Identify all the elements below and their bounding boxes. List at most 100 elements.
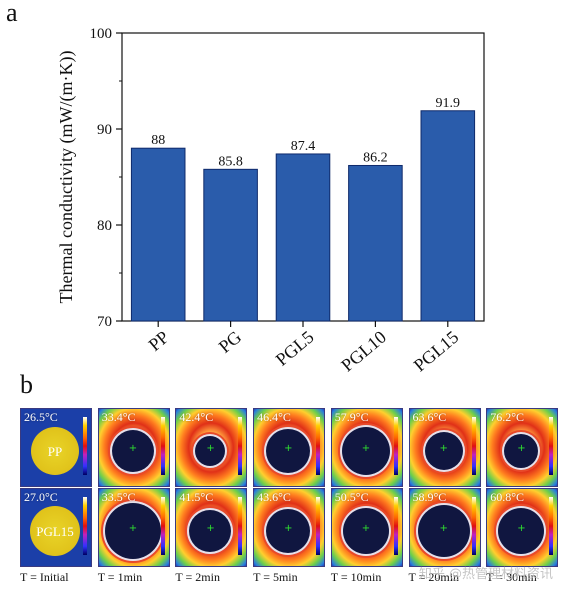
x-tick-label: PG [215,327,245,357]
crosshair-icon: + [206,523,215,534]
temperature-readout: 43.6°C [257,490,291,504]
x-tick-label: PGL10 [337,327,390,376]
temperature-readout: 60.8°C [490,490,524,504]
sample-spot [498,508,545,554]
sample-spot [195,436,226,466]
time-label: T = 30min [486,570,537,584]
panel-a-label: a [6,0,18,27]
temperature-readout: 33.4°C [101,410,136,424]
time-label: T = 1min [97,570,143,584]
sample-label: PGL15 [36,524,74,539]
bar-pgl5 [275,153,331,322]
color-scale-bar [83,417,87,475]
sample-spot [189,510,232,552]
crosshair-icon: + [517,523,526,534]
x-tick-label: PGL5 [272,327,318,370]
x-tick-label: PGL15 [410,327,463,376]
color-scale-bar [83,497,87,555]
temperature-readout: 26.5°C [24,410,58,424]
bar-value-label: 91.9 [436,96,461,111]
sample-spot [266,509,311,553]
color-scale-bar [393,497,398,555]
sample-spot [31,427,79,475]
crosshair-icon: + [206,443,215,454]
panel-b-label: b [20,370,33,399]
temperature-readout: 27.0°C [24,490,58,504]
thermal-image: 42.4°C + [175,408,248,487]
temperature-readout: 42.4°C [179,410,214,424]
y-tick-label: 70 [97,314,112,330]
temperature-readout: 41.5°C [179,490,214,504]
thermal-image: 57.9°C + [330,408,403,487]
thermal-image: 26.5°C PP [20,408,92,487]
thermal-image: 50.5°C + [330,488,403,567]
time-label: T = 5min [253,570,298,584]
thermal-image: 41.5°C + [175,488,248,567]
color-scale-bar [471,497,476,555]
crosshair-icon: + [439,523,448,534]
color-scale-bar [160,417,165,475]
thermal-image: 33.4°C + [97,408,170,487]
thermal-image: 76.2°C + [486,408,559,487]
time-label: T = Initial [20,570,69,584]
temperature-readout: 50.5°C [334,490,369,504]
sample-spot [417,505,470,557]
thermal-image: 43.6°C + [253,488,326,567]
sample-spot [341,427,390,475]
time-label: T = 10min [330,570,382,584]
bar-value-label: 87.4 [291,139,316,154]
thermal-image: 63.6°C + [408,408,481,487]
thermal-conductivity-bar-chart: 70 80 90 100 Thermal conductivity (mW/(m·K))… [56,26,485,376]
time-label: T = 20min [408,570,460,584]
color-scale-bar [393,417,398,475]
thermal-image: 58.9°C + [408,488,481,567]
y-tick-label: 80 [97,218,112,234]
time-label: T = 2min [175,570,220,584]
crosshair-icon: + [361,523,371,534]
thermal-image: 46.4°C + [253,408,326,487]
color-scale-bar [471,417,476,475]
crosshair-icon: + [284,523,293,534]
temperature-readout: 33.5°C [101,490,136,504]
sample-spot [342,508,389,554]
bar-value-label: 86.2 [363,150,388,165]
thermal-image: 60.8°C + [486,488,559,567]
crosshair-icon: + [439,443,448,454]
color-scale-bar [316,417,321,475]
x-tick-label: PP [145,327,173,355]
bar-value-label: 88 [151,133,165,148]
y-tick-label: 100 [90,26,113,42]
thermal-image: 33.5°C + [97,488,170,567]
color-scale-bar [238,497,243,555]
temperature-readout: 57.9°C [334,410,369,424]
sample-label: PP [47,444,63,459]
color-scale-bar [549,497,554,555]
y-tick-label: 90 [97,122,112,138]
temperature-readout: 46.4°C [257,410,291,424]
color-scale-bar [549,417,554,475]
color-scale-bar [160,497,165,555]
sample-spot [104,503,161,559]
crosshair-icon: + [361,443,371,454]
bar-pg [203,168,258,322]
crosshair-icon: + [517,443,526,454]
bar-pgl15 [420,110,476,322]
crosshair-icon: + [128,443,138,454]
sample-spot [504,434,539,468]
temperature-readout: 58.9°C [412,490,447,504]
bar-pp [130,147,186,322]
thermal-image: 27.0°C PGL15 [20,488,92,567]
sample-spot [266,429,311,473]
temperature-readout: 76.2°C [490,410,524,424]
y-axis-label: Thermal conductivity (mW/(m·K)) [56,51,77,304]
temperature-readout: 63.6°C [412,410,447,424]
crosshair-icon: + [128,523,138,534]
watermark: 知乎 @热管理材料资讯 [418,567,553,582]
crosshair-icon: + [284,443,293,454]
color-scale-bar [316,497,321,555]
sample-spot [30,506,80,556]
sample-spot [111,430,154,472]
bar-value-label: 85.8 [218,154,243,169]
bar-pgl10 [348,164,403,322]
color-scale-bar [238,417,243,475]
